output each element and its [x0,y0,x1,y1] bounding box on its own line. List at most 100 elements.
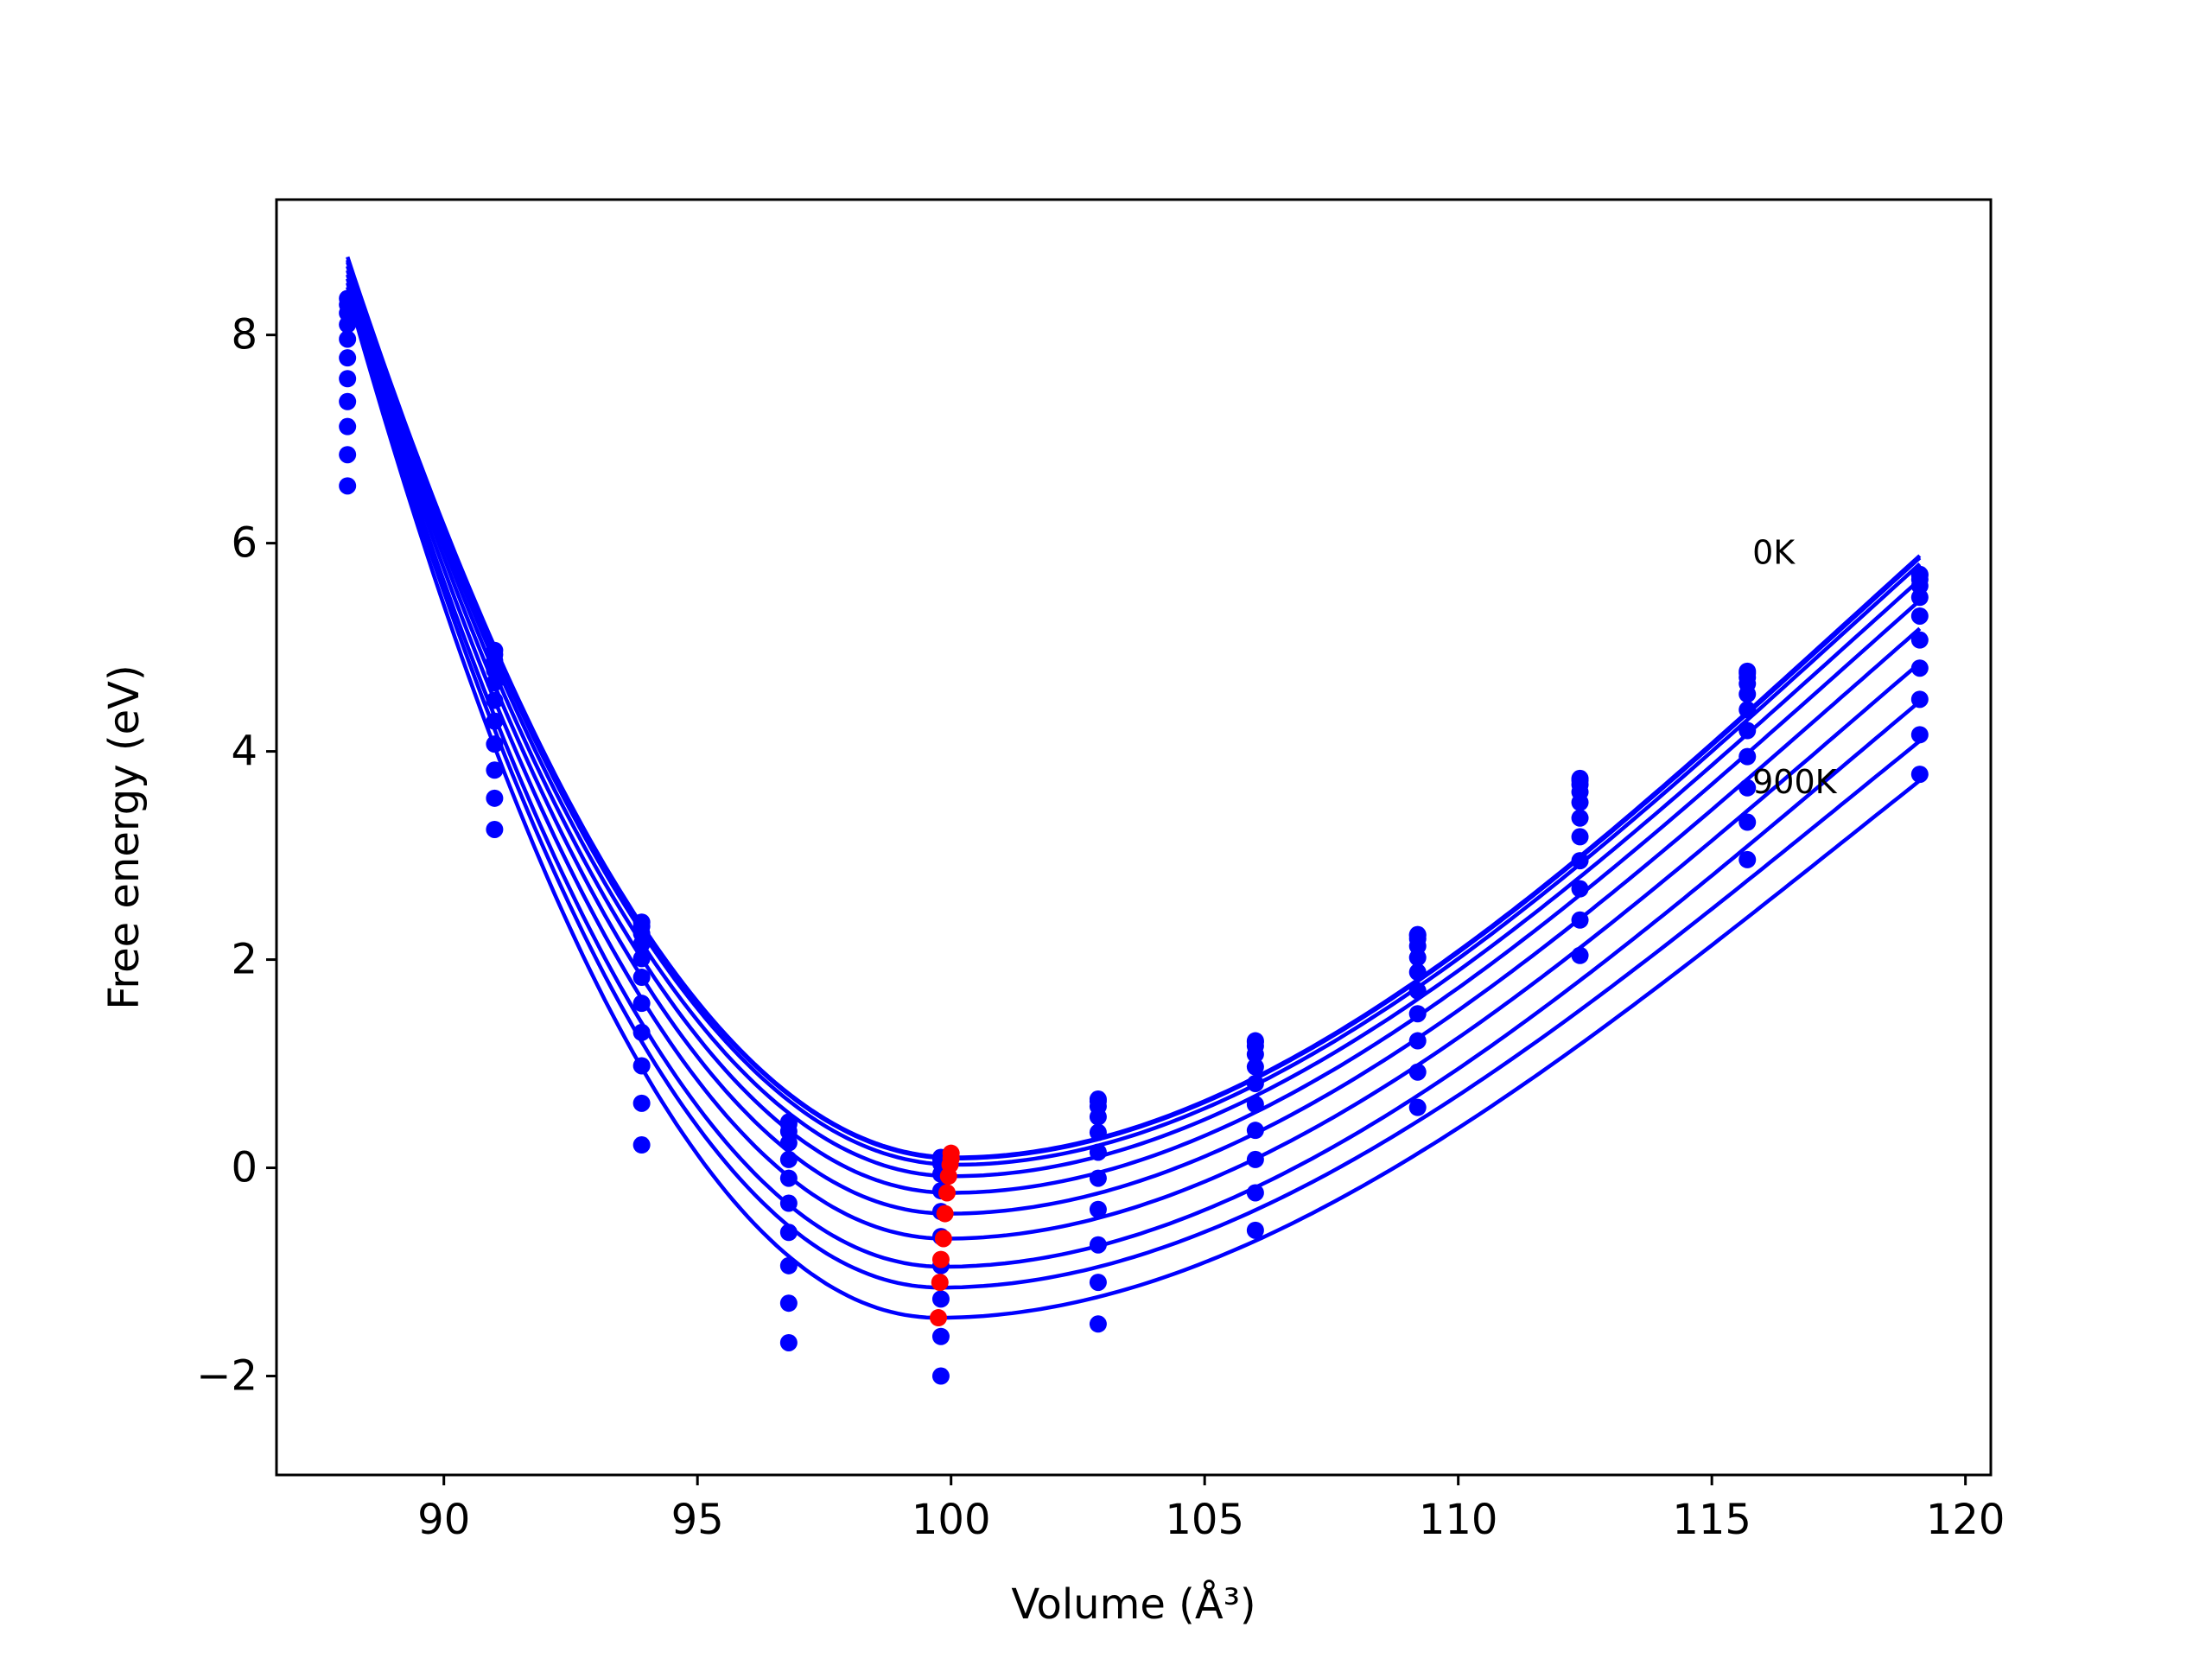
data-point-s5-10 [1910,607,1929,625]
plot-frame [275,198,1993,1477]
data-point-s4-8 [1571,793,1589,811]
data-point-s10-2 [632,1136,651,1154]
data-point-s8-6 [1246,1150,1264,1168]
data-point-s4-0 [339,330,357,348]
fit-curve-3 [346,265,1922,1179]
data-point-s7-8 [1571,852,1589,870]
annotation-layer: 0K 900K [1752,534,1838,801]
data-point-s10-7 [1408,1098,1427,1116]
data-point-s5-6 [1246,1074,1264,1092]
data-point-s10-0 [339,477,357,495]
data-point-s4-2 [632,950,651,968]
data-point-s8-8 [1571,880,1589,898]
data-point-s3-6 [1246,1046,1264,1064]
data-point-s6-1 [486,712,504,730]
y-tick-label-3: 4 [231,728,257,776]
data-point-s7-5 [1089,1200,1107,1218]
data-point-s3-5 [1089,1108,1107,1126]
data-point-s10-9 [1738,850,1757,868]
minimum-point-6 [934,1230,952,1248]
data-point-s4-5 [1089,1123,1107,1141]
data-point-s9-9 [1738,813,1757,831]
fit-curve-1 [346,259,1922,1160]
x-tick-label-5: 115 [1672,1496,1751,1544]
data-point-s9-2 [632,1094,651,1112]
data-point-s5-3 [779,1169,798,1187]
y-tick-label-4: 6 [231,519,257,568]
y-tick-label-0: −2 [196,1352,257,1401]
data-point-s7-3 [779,1224,798,1242]
fit-curve-9 [346,290,1922,1320]
data-point-s8-5 [1089,1236,1107,1254]
data-point-s8-4 [931,1290,950,1308]
data-point-s10-5 [1089,1315,1107,1333]
data-point-s3-1 [486,661,504,679]
data-point-s9-8 [1571,911,1589,929]
data-point-s8-1 [486,761,504,779]
data-point-s9-0 [339,446,357,464]
fit-curve-7 [346,282,1922,1269]
data-point-s6-2 [632,995,651,1013]
data-point-s6-6 [1246,1096,1264,1114]
fit-curve-4 [346,270,1922,1195]
data-point-s4-10 [1910,588,1929,607]
data-point-s10-6 [1246,1221,1264,1239]
data-point-s5-1 [486,691,504,709]
data-point-s8-3 [779,1256,798,1274]
data-point-s9-4 [931,1327,950,1345]
data-point-s9-7 [1408,1063,1427,1081]
minimum-point-9 [930,1309,948,1327]
data-point-s6-0 [339,370,357,388]
data-point-s7-10 [1910,659,1929,677]
data-point-s4-9 [1738,685,1757,703]
data-point-s6-5 [1089,1169,1107,1187]
data-point-s5-9 [1738,701,1757,719]
data-point-s9-1 [486,789,504,807]
data-point-s10-3 [779,1333,798,1351]
data-point-s8-0 [339,417,357,435]
annotation-1: 900K [1752,763,1838,801]
data-point-s8-2 [632,1057,651,1075]
data-point-s4-3 [779,1150,798,1168]
y-tick-label-1: 0 [231,1144,257,1192]
ticks-layer: 90 95 100 105 110 115 120 −2 0 2 4 6 8 [196,311,2005,1544]
fit-curve-5 [346,274,1922,1216]
data-point-s10-4 [931,1367,950,1385]
data-point-s9-6 [1246,1184,1264,1202]
data-point-s5-2 [632,969,651,987]
data-point-s7-9 [1738,747,1757,766]
x-tick-label-3: 105 [1165,1496,1244,1544]
data-point-s6-7 [1408,982,1427,1000]
fit-curve-8 [346,286,1922,1290]
x-tick-label-2: 100 [912,1496,991,1544]
annotation-0: 0K [1752,534,1796,572]
minimum-point-7 [931,1250,950,1268]
y-tick-label-2: 2 [231,936,257,984]
data-point-s6-10 [1910,631,1929,649]
data-point-s7-1 [486,735,504,753]
fit-curve-2 [346,261,1922,1167]
y-tick-label-5: 8 [231,311,257,359]
minimum-point-8 [931,1274,949,1292]
data-point-s9-3 [779,1294,798,1313]
data-point-s10-8 [1571,946,1589,964]
data-point-s6-3 [779,1194,798,1212]
data-point-s8-10 [1910,690,1929,709]
data-point-s4-7 [1408,949,1427,967]
data-point-s4-1 [486,674,504,692]
x-tick-label-4: 110 [1419,1496,1498,1544]
data-point-s7-0 [339,392,357,410]
x-axis-label: Volume (Å³) [1011,1580,1255,1629]
data-point-s8-7 [1408,1032,1427,1050]
data-layer [339,256,1929,1385]
x-tick-label-6: 120 [1926,1496,2005,1544]
data-point-s6-9 [1738,721,1757,740]
data-point-s7-2 [632,1023,651,1041]
data-point-s3-0 [339,315,357,334]
x-tick-label-1: 95 [671,1496,724,1544]
data-point-s5-8 [1571,809,1589,827]
data-point-s9-5 [1089,1274,1107,1292]
data-point-s5-7 [1408,963,1427,982]
